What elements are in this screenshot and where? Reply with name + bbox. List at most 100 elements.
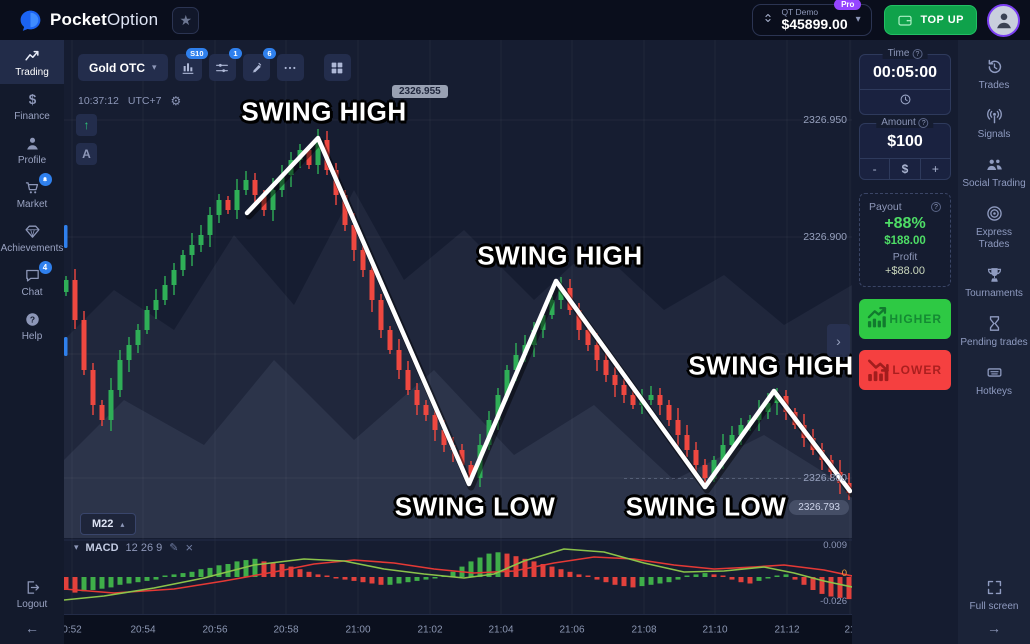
swing-annotation: SWING HIGH: [241, 96, 407, 127]
achievements-diamond-icon: [24, 223, 41, 240]
chevron-down-icon[interactable]: ▾: [74, 542, 79, 552]
svg-text:$: $: [28, 92, 36, 107]
gear-icon[interactable]: ⚙: [170, 94, 182, 108]
info-icon[interactable]: ?: [912, 48, 923, 59]
time-axis-tick: 21:10: [702, 624, 728, 635]
sidebar-item-market[interactable]: Market: [0, 172, 64, 216]
more-dots-icon[interactable]: [276, 54, 304, 81]
chevron-up-icon: ▴: [120, 519, 125, 529]
right-sidebar: Trades Signals Social Trading Express Trade…: [958, 40, 1030, 644]
auto-tool-button[interactable]: A: [76, 143, 97, 165]
pencil-icon[interactable]: ✎: [169, 542, 179, 554]
chart-clock: 10:37:12: [78, 95, 119, 107]
sidebar-item-tournaments[interactable]: Tournaments: [958, 258, 1030, 307]
time-widget: Time? 00:05:00: [859, 48, 951, 115]
left-sidebar: Trading $ Finance Profile Market Achievements…: [0, 40, 64, 644]
amount-widget: Amount? $100 - $ +: [859, 117, 951, 180]
trend-down-icon: [866, 357, 892, 384]
drawing-tools-icon[interactable]: 6: [242, 48, 276, 81]
indicator-name: MACD: [85, 541, 119, 554]
profit-value: +$88.00: [884, 265, 926, 277]
close-icon[interactable]: ×: [185, 539, 194, 555]
amount-increase-button[interactable]: +: [931, 162, 939, 176]
collapse-right-arrow[interactable]: →: [987, 620, 1001, 636]
fullscreen-button[interactable]: Full screen: [958, 571, 1030, 620]
expiration-time-value[interactable]: 00:05:00: [872, 64, 938, 81]
collapse-left-arrow[interactable]: ←: [25, 620, 39, 636]
amount-value[interactable]: $100: [887, 133, 923, 150]
user-avatar[interactable]: [987, 3, 1020, 37]
chart-type-icon[interactable]: S10: [174, 48, 208, 81]
sidebar-item-label: Profile: [17, 155, 47, 166]
sidebar-item-label: Achievements: [0, 243, 64, 254]
macd-axis-top: 0.009: [823, 540, 847, 551]
account-balance: $45899.00: [781, 15, 848, 32]
sidebar-item-help[interactable]: ? Help: [0, 304, 64, 348]
sidebar-item-label: Chat: [21, 287, 43, 298]
sidebar-item-pending-trades[interactable]: Pending trades: [958, 307, 1030, 356]
pending-hourglass-icon: [985, 314, 1004, 333]
lower-button[interactable]: LOWER: [859, 350, 951, 390]
pocket-option-logo-icon: [20, 10, 41, 31]
chart-canvas[interactable]: [64, 40, 852, 644]
timeframe-button[interactable]: M22 ▴: [80, 513, 137, 535]
clock-icon: [899, 93, 912, 111]
sidebar-item-label: Social Trading: [962, 178, 1026, 189]
account-plan: QT Demo: [781, 6, 819, 17]
quick-buy-arrow-button[interactable]: ↑: [76, 114, 97, 136]
sidebar-item-label: Market: [16, 199, 48, 210]
sidebar-item-signals[interactable]: Signals: [958, 99, 1030, 148]
chart-clock-row: 10:37:12 UTC+7 ⚙: [78, 94, 181, 108]
sidebar-item-achievements[interactable]: Achievements: [0, 216, 64, 260]
account-selector[interactable]: QT Demo $45899.00 ▾ Pro: [752, 0, 873, 37]
time-axis-tick: 20:56: [202, 624, 228, 635]
signals-antenna-icon: [985, 106, 1004, 125]
star-icon: ★: [179, 11, 193, 28]
layout-grid-icon[interactable]: [323, 54, 351, 81]
expand-panel-chevron[interactable]: ›: [827, 324, 850, 357]
sidebar-item-express-trades[interactable]: Express Trades: [958, 197, 1030, 258]
svg-text:?: ?: [29, 314, 34, 324]
sidebar-item-label: Pending trades: [960, 337, 1028, 348]
top-up-button[interactable]: TOP UP: [884, 5, 977, 35]
sidebar-item-label: Signals: [977, 129, 1011, 140]
trading-chart-icon: [24, 47, 41, 64]
pro-badge: Pro: [834, 0, 862, 10]
time-axis-tick: 21: [844, 624, 852, 635]
sidebar-item-label: Trading: [15, 67, 49, 78]
info-icon[interactable]: ?: [918, 117, 929, 128]
currency-button[interactable]: $: [889, 159, 921, 179]
favorite-star-button[interactable]: ★: [172, 6, 200, 34]
sidebar-item-label: Help: [21, 331, 43, 342]
sidebar-item-social-trading[interactable]: Social Trading: [958, 148, 1030, 197]
chevron-down-icon: ▾: [855, 13, 861, 25]
help-circle-icon: ?: [24, 311, 41, 328]
quick-tools: ↑ A: [76, 114, 97, 165]
sidebar-item-hotkeys[interactable]: Hotkeys: [958, 356, 1030, 405]
tool-count-badge: S10: [186, 48, 208, 59]
person-icon: [996, 13, 1011, 29]
sidebar-item-finance[interactable]: $ Finance: [0, 84, 64, 128]
info-icon[interactable]: ?: [931, 202, 941, 212]
sidebar-item-trading[interactable]: Trading: [0, 40, 64, 84]
asset-selector[interactable]: Gold OTC ▾: [78, 54, 168, 81]
profit-label: Profit: [892, 251, 918, 263]
sidebar-item-profile[interactable]: Profile: [0, 128, 64, 172]
amount-decrease-button[interactable]: -: [872, 162, 877, 176]
social-people-icon: [985, 155, 1004, 174]
sidebar-item-trades[interactable]: Trades: [958, 50, 1030, 99]
profile-person-icon: [24, 135, 41, 152]
payout-info: Payout ? +88% $188.00 Profit +$88.00: [859, 193, 951, 287]
sidebar-item-label: Finance: [14, 111, 50, 122]
sidebar-item-chat[interactable]: 4 Chat: [0, 260, 64, 304]
tool-count-badge: 6: [263, 48, 276, 59]
logout-button[interactable]: Logout: [0, 572, 64, 616]
amount-label: Amount: [881, 117, 916, 128]
indicators-icon[interactable]: 1: [208, 48, 242, 81]
time-mode-button[interactable]: [860, 89, 950, 114]
express-target-icon: [985, 204, 1004, 223]
higher-button[interactable]: HIGHER: [859, 299, 951, 339]
chat-count-badge: 4: [38, 261, 52, 274]
time-axis-tick: 21:04: [488, 624, 514, 635]
